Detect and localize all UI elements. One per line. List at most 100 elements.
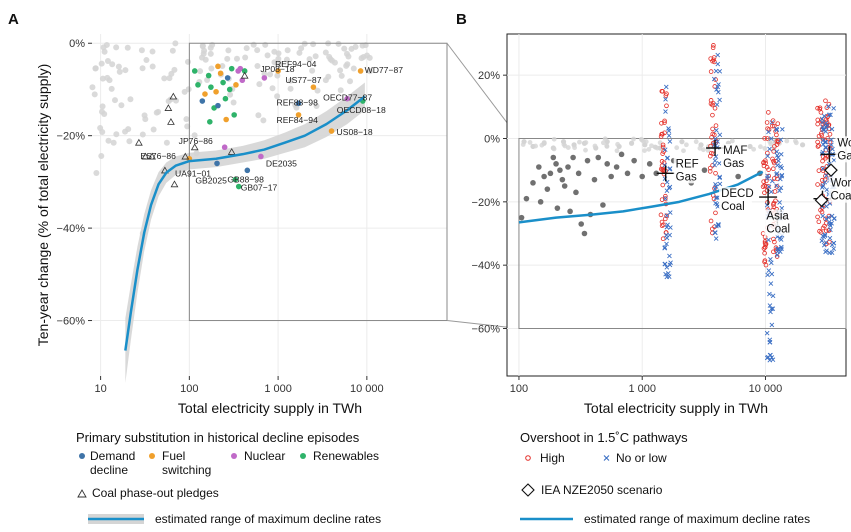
panel-b-grey-point xyxy=(646,146,652,152)
panel-b-label-background xyxy=(828,176,851,190)
panel-b-low-overshoot-point xyxy=(767,291,772,297)
panel-b-low-overshoot-point xyxy=(824,187,830,193)
panel-b-x-tick-label: 10 000 xyxy=(749,383,783,395)
panel-b-column-label: REF xyxy=(676,158,699,170)
panel-a-grey-point xyxy=(193,150,200,157)
panel-a-grey-point xyxy=(106,77,113,84)
panel-a-labeled-point xyxy=(235,183,242,190)
panel-a-episode-point xyxy=(215,63,221,70)
panel-b-high-overshoot-point xyxy=(824,105,830,110)
panel-b-high-overshoot-point xyxy=(823,98,828,104)
panel-b-grey-point xyxy=(583,140,589,145)
panel-b-high-overshoot-point xyxy=(708,218,714,224)
panel-b-high-overshoot-point xyxy=(771,236,776,242)
panel-b-historical-point xyxy=(600,202,606,208)
panel-b-column-label: Coal xyxy=(830,191,851,203)
panel-a-grey-point xyxy=(313,102,320,109)
panel-a-grey-point xyxy=(150,126,157,133)
panel-a-grey-point xyxy=(277,61,284,68)
panel-b-grey-point xyxy=(747,143,753,150)
panel-b-high-overshoot-point xyxy=(659,120,664,126)
legend-demand-label-2: decline xyxy=(90,463,128,477)
panel-b-historical-point xyxy=(547,170,554,177)
panel-a-grey-point xyxy=(127,96,134,103)
panel-b-low-overshoot-point xyxy=(715,52,721,58)
panel-b-low-overshoot-point xyxy=(827,235,833,241)
panel-a-episode-point xyxy=(228,65,235,72)
legend-band-label: estimated range of maximum decline rates xyxy=(155,512,381,526)
panel-a-grey-point xyxy=(122,67,129,74)
panel-a-grey-point xyxy=(199,42,206,49)
panel-a-episode-point xyxy=(241,68,248,74)
panel-a-pledges xyxy=(134,71,249,188)
panel-b-historical-point xyxy=(604,161,611,167)
panel-a-labeled-point xyxy=(214,160,220,167)
panel-a-episode-point xyxy=(208,84,214,90)
panel-b-column-label: MAF xyxy=(723,145,747,157)
panel-a-grey-point xyxy=(287,77,294,84)
panel-b-low-overshoot-point xyxy=(663,109,668,114)
panel-b-historical-point xyxy=(575,170,582,177)
panel-b-historical-point xyxy=(553,161,559,167)
panel-a-grey-point xyxy=(166,75,173,82)
panel-b-historical-point xyxy=(646,161,653,167)
panel-b-historical-point xyxy=(570,154,576,161)
panel-a-episode-point xyxy=(220,79,226,86)
panel-b-grey-point xyxy=(799,142,806,148)
panel-b-low-overshoot-point xyxy=(819,238,825,244)
panel-b-high-overshoot-point xyxy=(658,212,664,218)
panel-b-low-overshoot-point xyxy=(768,309,773,315)
legend-fuel-label-2: switching xyxy=(162,463,211,477)
panel-b-low-overshoot-point xyxy=(764,330,770,336)
panel-b-high-overshoot-point xyxy=(662,196,668,201)
panel-b-high-overshoot-point xyxy=(764,120,770,125)
panel-a-grey-point xyxy=(142,116,149,123)
panel-a-grey-point xyxy=(116,68,123,75)
panel-a-point-label: GB07−17 xyxy=(241,183,278,193)
legend-low-swatch xyxy=(603,455,610,461)
panel-a-pledge-marker xyxy=(181,152,190,160)
panel-b-low-overshoot-point xyxy=(714,201,720,207)
panel-b-high-overshoot-point xyxy=(815,117,821,123)
panel-a-grey-point xyxy=(227,91,234,98)
panel-b-low-overshoot-point xyxy=(667,210,673,215)
panel-a-pledge-marker xyxy=(227,148,236,155)
panel-a-grey-point xyxy=(269,85,276,92)
panel-b-low-overshoot-point xyxy=(822,179,828,185)
panel-a-grey-point xyxy=(306,56,313,63)
panel-a-points xyxy=(186,63,366,190)
panel-b-column-label: Gas xyxy=(676,171,697,183)
panel-a-grey-point xyxy=(322,77,329,84)
panel-a-grey-point xyxy=(169,47,176,54)
panel-b-low-overshoot-point xyxy=(768,281,774,286)
panel-b-low-overshoot-point xyxy=(828,227,833,233)
panel-b-low-overshoot-point xyxy=(714,87,719,92)
panel-b-high-overshoot-point xyxy=(770,118,776,123)
panel-a-y-tick-label: −20% xyxy=(57,131,86,143)
panel-b-historical-point xyxy=(573,189,579,196)
panel-a-grey-point xyxy=(296,49,303,56)
panel-a-labeled-point xyxy=(357,68,364,74)
legend-curve-label: estimated range of maximum decline rates xyxy=(584,512,810,526)
panel-b-grey-point xyxy=(600,140,606,146)
panel-b-low-overshoot-point xyxy=(820,166,826,172)
panel-a-grey-point xyxy=(242,54,249,61)
panel-b-high-overshoot-point xyxy=(713,123,719,128)
legend-b: Overshoot in 1.5˚C pathways High No or l… xyxy=(520,430,810,526)
panel-b-label-background xyxy=(828,189,851,203)
panel-b-x-axis-title: Total electricity supply in TWh xyxy=(584,400,768,416)
panel-b-historical-point xyxy=(523,195,530,202)
panel-b-low-overshoot-point xyxy=(831,246,837,251)
panel-b-low-overshoot-point xyxy=(823,216,829,222)
panel-a-pledge-marker xyxy=(169,92,178,100)
panel-a-episode-point xyxy=(222,95,229,102)
panel-b-high-overshoot-point xyxy=(663,93,669,98)
panel-b-grey-point xyxy=(541,140,547,145)
legend-high-label: High xyxy=(540,451,565,465)
panel-b-high-overshoot-point xyxy=(761,246,767,251)
panel-b-low-overshoot-point xyxy=(779,173,784,179)
panel-b-high-overshoot-point xyxy=(816,133,822,139)
legend-renewables-swatch xyxy=(300,453,306,459)
panel-a-grey-point xyxy=(99,128,106,135)
panel-b-historical-point xyxy=(701,167,708,173)
